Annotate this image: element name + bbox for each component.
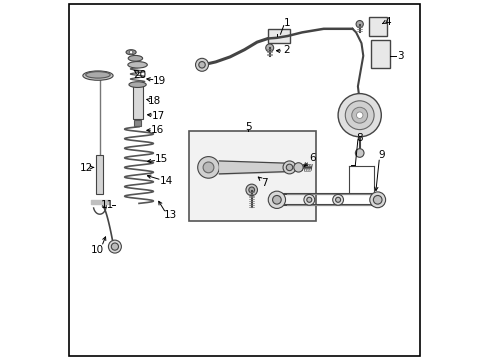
Text: 10: 10 <box>91 245 104 255</box>
Bar <box>188 131 316 221</box>
Text: 12: 12 <box>80 163 93 174</box>
Text: 4: 4 <box>384 17 390 27</box>
Circle shape <box>293 163 303 172</box>
Circle shape <box>197 157 219 178</box>
Circle shape <box>195 58 208 71</box>
Circle shape <box>370 193 384 207</box>
Text: 19: 19 <box>153 76 166 86</box>
Text: 13: 13 <box>164 210 177 220</box>
Circle shape <box>285 164 292 171</box>
Bar <box>134 120 141 126</box>
Circle shape <box>355 21 363 28</box>
Text: 11: 11 <box>100 200 113 210</box>
Circle shape <box>356 112 362 118</box>
Text: 14: 14 <box>159 176 172 186</box>
Circle shape <box>332 194 343 205</box>
Circle shape <box>351 107 367 123</box>
Circle shape <box>303 194 314 205</box>
Ellipse shape <box>82 71 113 80</box>
Text: 6: 6 <box>309 153 316 163</box>
Text: 5: 5 <box>244 122 251 132</box>
Text: 8: 8 <box>356 132 362 143</box>
Circle shape <box>265 44 273 52</box>
Circle shape <box>283 161 295 174</box>
Circle shape <box>199 62 205 68</box>
Bar <box>132 86 142 119</box>
Circle shape <box>108 240 121 253</box>
Text: 2: 2 <box>283 45 290 55</box>
Circle shape <box>337 94 381 137</box>
Circle shape <box>248 187 254 193</box>
Text: 7: 7 <box>261 178 267 188</box>
Circle shape <box>203 162 213 173</box>
Text: 3: 3 <box>396 51 403 61</box>
Text: 20: 20 <box>133 69 145 80</box>
Circle shape <box>373 196 381 203</box>
Text: 1: 1 <box>283 18 290 28</box>
Circle shape <box>369 192 385 208</box>
Text: 16: 16 <box>150 125 163 135</box>
Circle shape <box>129 50 133 54</box>
Ellipse shape <box>85 72 110 78</box>
Circle shape <box>268 191 285 208</box>
Ellipse shape <box>129 82 146 87</box>
Ellipse shape <box>128 55 142 61</box>
Bar <box>96 155 103 194</box>
Bar <box>368 17 386 36</box>
Text: 9: 9 <box>378 150 385 160</box>
Ellipse shape <box>127 62 147 68</box>
Text: 18: 18 <box>147 96 161 106</box>
Circle shape <box>306 197 311 202</box>
Circle shape <box>345 101 373 130</box>
Text: 15: 15 <box>155 154 168 164</box>
Circle shape <box>245 184 257 195</box>
Circle shape <box>355 149 363 157</box>
Circle shape <box>272 195 281 204</box>
Text: 17: 17 <box>152 111 165 121</box>
Bar <box>267 29 289 43</box>
Circle shape <box>373 195 381 204</box>
Bar <box>370 40 389 68</box>
Circle shape <box>335 197 340 202</box>
Ellipse shape <box>126 50 136 55</box>
Circle shape <box>111 243 118 250</box>
